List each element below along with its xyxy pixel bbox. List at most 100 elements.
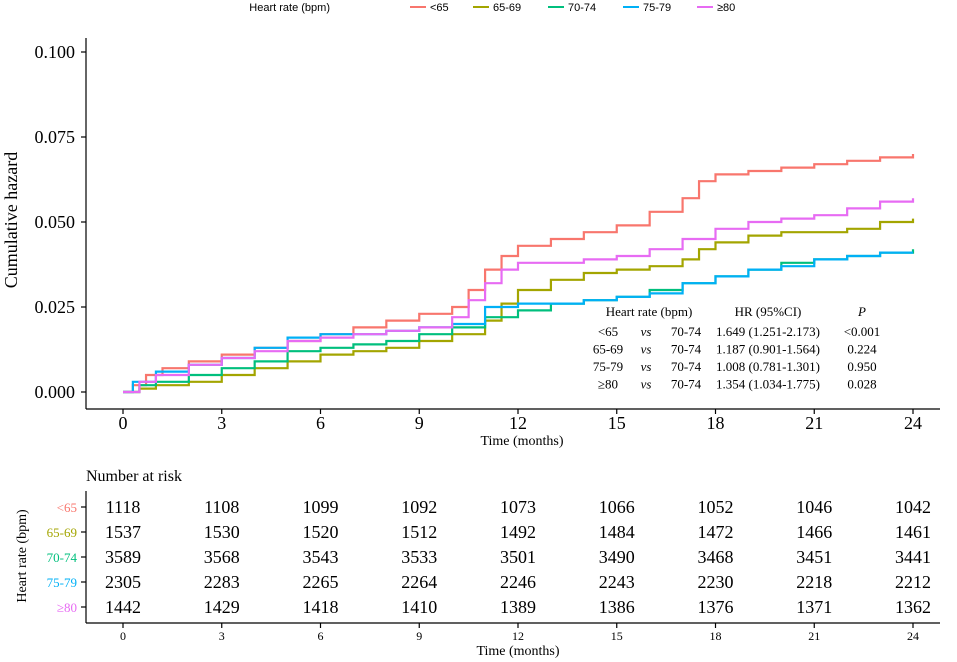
risk-count: 2246 [500, 572, 536, 592]
hr-table-ref: 70-74 [671, 324, 702, 339]
risk-count: 2218 [796, 572, 832, 592]
risk-row-label: <65 [57, 500, 77, 515]
legend-label: 75-79 [643, 2, 671, 14]
hr-table-vs: vs [641, 342, 652, 357]
risk-table-title: Number at risk [86, 468, 182, 485]
hr-table-p: 0.950 [847, 359, 876, 374]
risk-count: 1442 [105, 597, 141, 617]
hr-table-group: 65-69 [593, 342, 623, 357]
risk-count: 1066 [599, 497, 635, 517]
hr-table-group: <65 [598, 324, 618, 339]
risk-x-ticks: 0 3 6 9 12 15 18 21 24 [120, 623, 919, 643]
risk-count: 1461 [895, 522, 931, 542]
x-axis-label: Time (months) [480, 434, 563, 449]
risk-count: 3543 [303, 547, 339, 567]
risk-count: 2305 [105, 572, 141, 592]
risk-count: 1512 [401, 522, 437, 542]
y-axis-label: Cumulative hazard [1, 152, 21, 288]
hr-table-hr: 1.354 (1.034-1.775) [716, 377, 820, 392]
risk-count: 3589 [105, 547, 141, 567]
risk-count: 1520 [303, 522, 339, 542]
risk-x-tick-label: 0 [120, 629, 126, 643]
risk-count: 3490 [599, 547, 635, 567]
series-line [123, 198, 915, 394]
legend-label: 65-69 [493, 2, 521, 14]
risk-x-axis-label: Time (months) [476, 644, 559, 659]
hr-table-ref: 70-74 [671, 342, 702, 357]
series-line [123, 218, 915, 394]
risk-count: 1466 [796, 522, 832, 542]
risk-x-tick-label: 18 [710, 629, 722, 643]
y-tick-label: 0.025 [35, 297, 76, 317]
risk-count: 3451 [796, 547, 832, 567]
hr-table-group: ≥80 [598, 377, 618, 392]
x-tick-label: 12 [509, 413, 527, 433]
x-tick-label: 15 [608, 413, 626, 433]
series-lines [123, 154, 915, 394]
hr-table-header: P [857, 304, 866, 319]
series-line [123, 249, 915, 394]
hr-table-vs: vs [641, 377, 652, 392]
x-tick-label: 9 [415, 413, 424, 433]
x-tick-label: 24 [904, 413, 922, 433]
risk-count: 1537 [105, 522, 141, 542]
risk-count: 1092 [401, 497, 437, 517]
y-tick-label: 0.000 [35, 382, 76, 402]
hr-table-hr: 1.008 (0.781-1.301) [716, 359, 820, 374]
hr-table-ref: 70-74 [671, 377, 702, 392]
risk-count: 3533 [401, 547, 437, 567]
x-ticks: 0 3 6 9 12 15 18 21 24 [119, 409, 922, 433]
risk-count: 1046 [796, 497, 832, 517]
hr-table-vs: vs [641, 359, 652, 374]
risk-count: 1376 [698, 597, 734, 617]
risk-table: Number at risk Heart rate (bpm) <65 1118 1… [15, 468, 940, 659]
y-tick-label: 0.075 [35, 127, 76, 147]
risk-count: 1362 [895, 597, 931, 617]
hr-annotation-table: Heart rate (bpm) HR (95%CI) P <65 vs 70-74 1.6… [593, 304, 880, 392]
risk-row-label: 70-74 [47, 550, 78, 565]
legend-label: 70-74 [568, 2, 596, 14]
risk-x-tick-label: 9 [416, 629, 422, 643]
risk-count: 1371 [796, 597, 832, 617]
x-tick-label: 18 [707, 413, 725, 433]
legend-title: Heart rate (bpm) [249, 2, 330, 14]
hr-table-p: <0.001 [844, 324, 881, 339]
x-tick-label: 21 [805, 413, 823, 433]
risk-x-tick-label: 12 [512, 629, 524, 643]
risk-count: 1052 [698, 497, 734, 517]
hr-table-header: Heart rate (bpm) [606, 304, 693, 319]
risk-count: 1418 [303, 597, 339, 617]
risk-count: 1492 [500, 522, 536, 542]
legend: Heart rate (bpm) <65 65-69 70-74 75-79 ≥80 [249, 2, 735, 14]
risk-count: 2230 [698, 572, 734, 592]
hr-table-header: HR (95%CI) [735, 304, 802, 319]
risk-count: 3468 [698, 547, 734, 567]
risk-count: 1108 [204, 497, 239, 517]
hr-table-vs: vs [641, 324, 652, 339]
hr-table-p: 0.224 [847, 342, 877, 357]
risk-count: 3568 [204, 547, 240, 567]
y-tick-label: 0.050 [35, 212, 76, 232]
risk-count: 1099 [303, 497, 339, 517]
risk-count: 2283 [204, 572, 240, 592]
risk-x-tick-label: 6 [318, 629, 324, 643]
risk-count: 1472 [698, 522, 734, 542]
y-tick-label: 0.100 [35, 42, 76, 62]
risk-count: 1429 [204, 597, 240, 617]
risk-count: 1530 [204, 522, 240, 542]
risk-table-ylabel: Heart rate (bpm) [15, 509, 30, 603]
legend-items: <65 65-69 70-74 75-79 ≥80 [410, 2, 735, 14]
legend-label: <65 [430, 2, 449, 14]
risk-row-label: 75-79 [47, 575, 77, 590]
risk-count: 1386 [599, 597, 635, 617]
risk-rows: <65 1118 1108 1099 1092 1073 1066 1052 1046 1042 6… [47, 497, 931, 617]
risk-count: 2265 [303, 572, 339, 592]
risk-count: 2264 [401, 572, 437, 592]
risk-count: 1042 [895, 497, 931, 517]
risk-row-label: 65-69 [47, 525, 77, 540]
x-tick-label: 0 [119, 413, 128, 433]
main-plot: 0.000 0.025 0.050 0.075 0.100 0 3 6 9 12 15 18 21 24… [1, 38, 940, 449]
risk-x-tick-label: 3 [219, 629, 225, 643]
x-tick-label: 6 [316, 413, 325, 433]
